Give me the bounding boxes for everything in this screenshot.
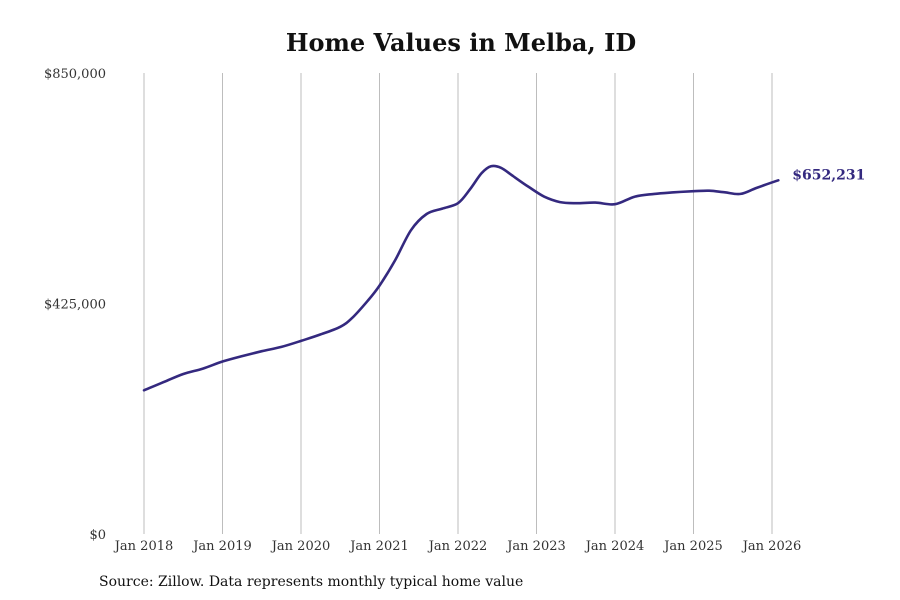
latest-value-label: $652,231 <box>792 167 865 183</box>
x-tick-label: Jan 2026 <box>741 539 802 554</box>
home-value-series-line <box>142 164 780 392</box>
y-tick-label: $850,000 <box>44 67 106 82</box>
x-axis-tick-labels: Jan 2018 Jan 2019 Jan 2020 Jan 2021 Jan 2022… <box>113 539 802 554</box>
x-tick-label: Jan 2022 <box>427 539 488 554</box>
x-tick-label: Jan 2021 <box>348 539 409 554</box>
chart-title: Home Values in Melba, ID <box>285 28 637 57</box>
source-note: Source: Zillow. Data represents monthly … <box>99 574 524 590</box>
x-tick-label: Jan 2025 <box>662 539 723 554</box>
x-tick-label: Jan 2024 <box>584 539 645 554</box>
vertical-gridlines <box>143 73 773 534</box>
y-tick-label: $425,000 <box>44 298 106 313</box>
x-tick-label: Jan 2020 <box>270 539 331 554</box>
x-tick-label: Jan 2018 <box>113 539 174 554</box>
x-tick-label: Jan 2023 <box>505 539 566 554</box>
y-tick-label: $0 <box>89 528 106 543</box>
y-axis-tick-labels: $850,000 $425,000 $0 <box>44 67 106 543</box>
x-tick-label: Jan 2019 <box>191 539 252 554</box>
